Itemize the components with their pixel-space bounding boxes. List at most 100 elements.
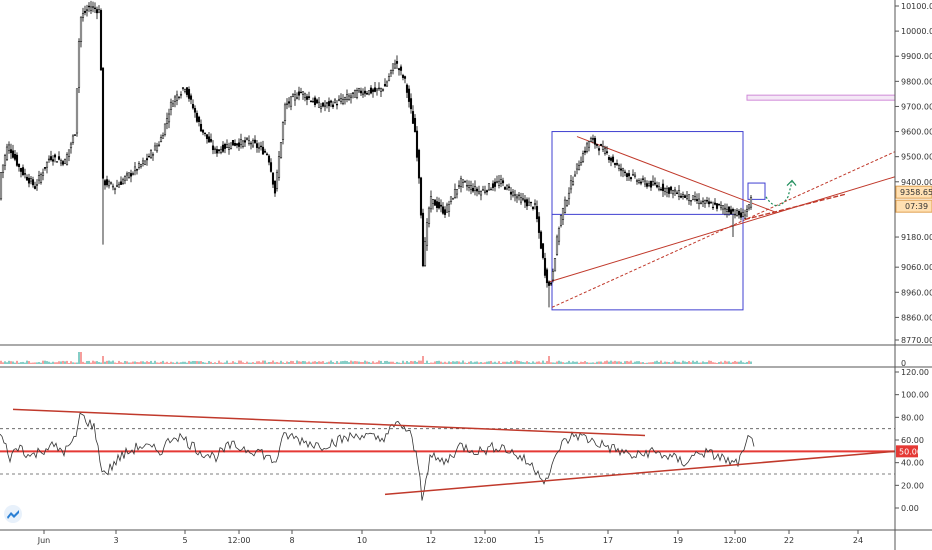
candle-body [159, 137, 163, 142]
candle-body [115, 185, 119, 187]
volume-bar [264, 360, 266, 364]
candle-body [271, 172, 275, 185]
candle-body [137, 162, 141, 168]
volume-pane[interactable]: 0 [0, 352, 932, 368]
candle-body [243, 140, 247, 143]
volume-bar [462, 360, 464, 364]
volume-bar [532, 361, 534, 364]
candle-body [443, 209, 447, 215]
candle-body [207, 136, 211, 143]
candle-body [219, 149, 223, 153]
volume-bar [364, 360, 366, 364]
candle-body [323, 104, 327, 107]
volume-bar [636, 361, 638, 364]
volume-bar [122, 362, 124, 364]
candle-body [395, 61, 399, 64]
volume-bar [172, 362, 174, 364]
candle-body [351, 92, 355, 94]
candle-body [713, 202, 717, 205]
volume-bar [246, 361, 248, 364]
candle-body [265, 153, 269, 156]
rsi-pane[interactable]: 0.00 20.00 40.00 60.00 80.00 100.00 120.00 50.0… [0, 368, 929, 513]
volume-bar [332, 362, 334, 364]
candle-body [413, 118, 417, 133]
candle-body [217, 149, 221, 152]
price-tick-label: 9600.00 [901, 128, 932, 137]
time-axis[interactable]: Jun 3 5 12:00 8 10 12 12:00 15 17 19 12:00 22 24 [0, 529, 932, 545]
candle-body [635, 180, 639, 182]
volume-bar [58, 361, 60, 364]
candle-body [33, 186, 37, 189]
candle-body [399, 66, 403, 71]
candle-body [727, 206, 731, 213]
volume-bar [96, 361, 98, 364]
volume-bar [502, 361, 504, 364]
volume-bar [694, 361, 696, 364]
candle-body [307, 96, 311, 99]
volume-bar [260, 362, 262, 364]
volume-bar [184, 361, 186, 364]
rsi-ascending-trendline [384, 450, 896, 496]
volume-bar [680, 362, 682, 364]
countdown-label: 07:39 [905, 202, 928, 211]
volume-bar [450, 362, 452, 364]
price-pane[interactable]: 8770.008860.008960.009060.009180.009300.… [0, 0, 932, 346]
volume-bar [560, 361, 562, 364]
volume-bar [588, 362, 590, 364]
rsi-axis[interactable]: 0.00 20.00 40.00 60.00 80.00 100.00 120.00 50.0… [895, 368, 929, 513]
candle-body [445, 204, 449, 213]
candle-body [261, 146, 265, 155]
volume-bar [182, 361, 184, 364]
candle-body [183, 89, 187, 92]
volume-bar [596, 361, 598, 364]
candle-body [237, 142, 241, 147]
volume-bar [0, 360, 2, 364]
candle-body [549, 282, 553, 285]
candle-body [205, 134, 209, 139]
candle-body [425, 222, 429, 246]
volume-bar [258, 361, 260, 364]
candle-body [377, 87, 381, 90]
rsi-descending-trendline [12, 408, 646, 437]
volume-bar [628, 361, 630, 364]
volume-bar [604, 361, 606, 364]
candle-body [557, 228, 561, 242]
volume-bar [626, 360, 628, 364]
candle-body [375, 88, 379, 91]
volume-bar [496, 362, 498, 364]
volume-bar [580, 361, 582, 364]
candle-body [477, 191, 481, 194]
candle-body [717, 203, 721, 206]
volume-bar [70, 361, 72, 364]
volume-bar [676, 361, 678, 364]
candle-body [623, 171, 627, 174]
candle-body [541, 243, 545, 258]
volume-bar [68, 362, 70, 364]
candle-body [361, 92, 365, 96]
candle-body [125, 173, 129, 176]
candle-body [689, 200, 693, 202]
volume-bar [480, 361, 482, 364]
volume-bar [284, 362, 286, 364]
candle-body [379, 87, 383, 92]
volume-bar [506, 361, 508, 364]
candle-body [501, 180, 505, 184]
tradingview-logo-icon[interactable] [4, 505, 22, 523]
candle-body [179, 94, 183, 96]
candle-body [371, 89, 375, 92]
candle-body [675, 192, 679, 195]
volume-bar [594, 362, 596, 364]
volume-bar [672, 361, 674, 364]
volume-bar [614, 360, 616, 364]
candle-body [455, 189, 459, 195]
candle-body [177, 96, 181, 99]
volume-bar [718, 362, 720, 364]
volume-bar [642, 362, 644, 364]
candle-body [683, 195, 687, 198]
volume-bar [444, 361, 446, 364]
candle-body [331, 104, 335, 108]
volume-bar [358, 361, 360, 364]
price-axis[interactable]: 8770.008860.008960.009060.009180.009300.… [895, 2, 932, 345]
volume-bar [546, 361, 548, 364]
